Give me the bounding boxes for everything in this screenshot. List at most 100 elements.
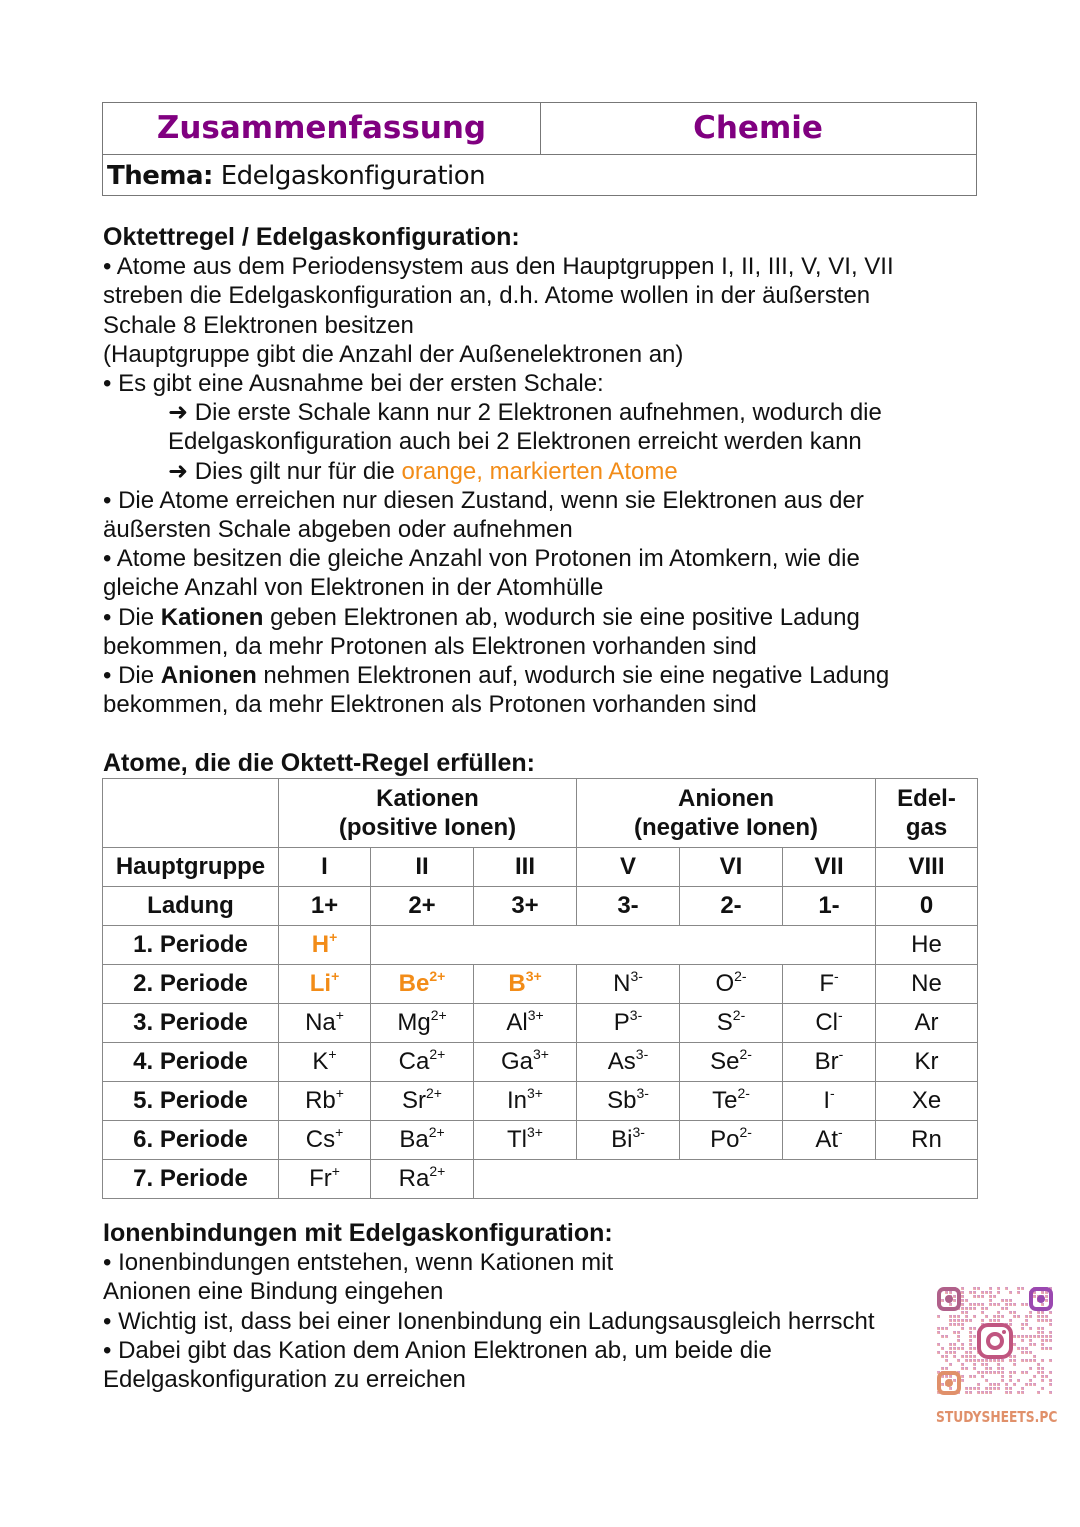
text-segment: • Die xyxy=(103,662,161,690)
ion-cell: Ar xyxy=(875,1003,978,1043)
ladung-value: 3- xyxy=(576,886,680,926)
ion-cell: Cs+ xyxy=(278,1120,371,1160)
element-symbol: As xyxy=(607,1048,636,1075)
hauptgruppe-value: I xyxy=(278,847,371,887)
group-header-line: Kationen xyxy=(376,785,479,812)
ion-cell: Ba2+ xyxy=(370,1120,474,1160)
group-header-line: gas xyxy=(905,814,948,841)
text-line: • Die Atome erreichen nur diesen Zustand… xyxy=(103,486,894,515)
section-body: • Ionenbindungen entstehen, wenn Katione… xyxy=(103,1248,875,1394)
text-segment: nehmen Elektronen auf, wodurch sie eine … xyxy=(256,662,890,690)
element-symbol: Po xyxy=(710,1126,740,1153)
ion-charge: 2- xyxy=(734,968,747,984)
ladung-value: 3+ xyxy=(473,886,577,926)
element-symbol: K xyxy=(312,1048,329,1075)
element-symbol: Mg xyxy=(397,1009,431,1036)
element-symbol: N xyxy=(613,970,631,997)
group-header-line: (negative Ionen) xyxy=(633,814,819,841)
ladung-value: 0 xyxy=(875,886,978,926)
text-line: • Ionenbindungen entstehen, wenn Katione… xyxy=(103,1248,875,1277)
group-header: Kationen (positive Ionen) xyxy=(278,778,577,848)
element-symbol: Rb xyxy=(305,1087,336,1114)
ion-cell: Xe xyxy=(875,1081,978,1121)
element-symbol: Ca xyxy=(398,1048,430,1075)
element-symbol: Ar xyxy=(914,1009,939,1036)
ladung-value: 2- xyxy=(679,886,783,926)
text-segment: • Atome aus dem Periodensystem aus den H… xyxy=(103,253,894,281)
ion-cell: S2- xyxy=(679,1003,783,1043)
ion-charge: + xyxy=(328,1046,337,1062)
ion-charge: + xyxy=(329,929,338,945)
element-symbol: Ba xyxy=(399,1126,429,1153)
element-symbol: Cl xyxy=(815,1009,838,1036)
group-header-line: Anionen xyxy=(678,785,774,812)
group-header: Anionen (negative Ionen) xyxy=(576,778,876,848)
ion-cell: Sr2+ xyxy=(370,1081,474,1121)
element-symbol: Xe xyxy=(911,1087,942,1114)
ion-charge: 3+ xyxy=(527,1124,543,1140)
element-symbol: Se xyxy=(710,1048,740,1075)
element-symbol: H xyxy=(311,931,330,958)
section-table-title-wrap: Atome, die die Oktett-Regel erfüllen: xyxy=(103,749,535,778)
element-symbol: He xyxy=(911,931,942,958)
element-symbol: Kr xyxy=(914,1048,939,1075)
ion-cell: Ca2+ xyxy=(370,1042,474,1082)
element-symbol: Te xyxy=(712,1087,738,1114)
element-symbol: Rn xyxy=(911,1126,942,1153)
ion-charge: + xyxy=(335,1124,344,1140)
group-header: Edel-gas xyxy=(875,778,978,848)
text-line: Anionen eine Bindung eingehen xyxy=(103,1277,875,1306)
element-symbol: I xyxy=(823,1087,830,1114)
ion-cell: N3- xyxy=(576,964,680,1004)
ion-cell: Al3+ xyxy=(473,1003,577,1043)
element-symbol: Tl xyxy=(507,1126,528,1153)
period-label: 2. Periode xyxy=(102,964,279,1004)
ion-charge: + xyxy=(331,1163,340,1179)
text-line: • Atome besitzen die gleiche Anzahl von … xyxy=(103,544,894,573)
element-symbol: Al xyxy=(506,1009,528,1036)
period-label: 3. Periode xyxy=(102,1003,279,1043)
element-symbol: P xyxy=(613,1009,630,1036)
text-segment: Edelgaskonfiguration zu erreichen xyxy=(103,1366,466,1394)
section-title: Atome, die die Oktett-Regel erfüllen: xyxy=(103,749,536,777)
ion-cell: H+ xyxy=(278,925,371,965)
text-segment: streben die Edelgaskonfiguration an, d.h… xyxy=(103,282,871,310)
ion-charge: 2- xyxy=(737,1085,750,1101)
ion-charge: - xyxy=(834,968,839,984)
text-segment: • Dabei gibt das Kation dem Anion Elektr… xyxy=(103,1336,772,1364)
element-symbol: B xyxy=(508,970,526,997)
text-segment: • Die xyxy=(103,603,161,631)
text-line: streben die Edelgaskonfiguration an, d.h… xyxy=(103,281,894,310)
ion-cell: As3- xyxy=(576,1042,680,1082)
section-title: Oktettregel / Edelgaskonfiguration: xyxy=(103,223,520,251)
ion-charge: 3+ xyxy=(533,1046,549,1062)
text-segment: (Hauptgruppe gibt die Anzahl der Außenel… xyxy=(103,340,684,368)
text-line: (Hauptgruppe gibt die Anzahl der Außenel… xyxy=(103,340,894,369)
text-line: äußersten Schale abgeben oder aufnehmen xyxy=(103,515,894,544)
text-line: • Die Kationen geben Elektronen ab, wodu… xyxy=(103,603,894,632)
element-symbol: S xyxy=(716,1009,733,1036)
section-body: • Atome aus dem Periodensystem aus den H… xyxy=(103,252,894,719)
ion-cell: Se2- xyxy=(679,1042,783,1082)
empty-cell xyxy=(473,1159,978,1199)
ladung-value: 2+ xyxy=(370,886,474,926)
hauptgruppe-value: VIII xyxy=(875,847,978,887)
ion-cell: Sb3- xyxy=(576,1081,680,1121)
ion-cell: B3+ xyxy=(473,964,577,1004)
ion-cell: Tl3+ xyxy=(473,1120,577,1160)
group-header-line: (positive Ionen) xyxy=(338,814,517,841)
corner-cell xyxy=(102,778,279,848)
text-segment: Anionen eine Bindung eingehen xyxy=(103,1278,444,1306)
ion-cell: Mg2+ xyxy=(370,1003,474,1043)
ion-cell: Te2- xyxy=(679,1081,783,1121)
text-segment: • Atome besitzen die gleiche Anzahl von … xyxy=(103,545,860,573)
text-segment: geben Elektronen ab, wodurch sie eine po… xyxy=(263,603,860,631)
text-line: gleiche Anzahl von Elektronen in der Ato… xyxy=(103,573,894,602)
ion-cell: Bi3- xyxy=(576,1120,680,1160)
text-segment: gleiche Anzahl von Elektronen in der Ato… xyxy=(103,574,604,602)
text-line: bekommen, da mehr Elektronen als Protone… xyxy=(103,690,894,719)
hauptgruppe-value: II xyxy=(370,847,474,887)
ion-charge: 2+ xyxy=(426,1085,442,1101)
ion-cell: He xyxy=(875,925,978,965)
element-symbol: Na xyxy=(305,1009,336,1036)
